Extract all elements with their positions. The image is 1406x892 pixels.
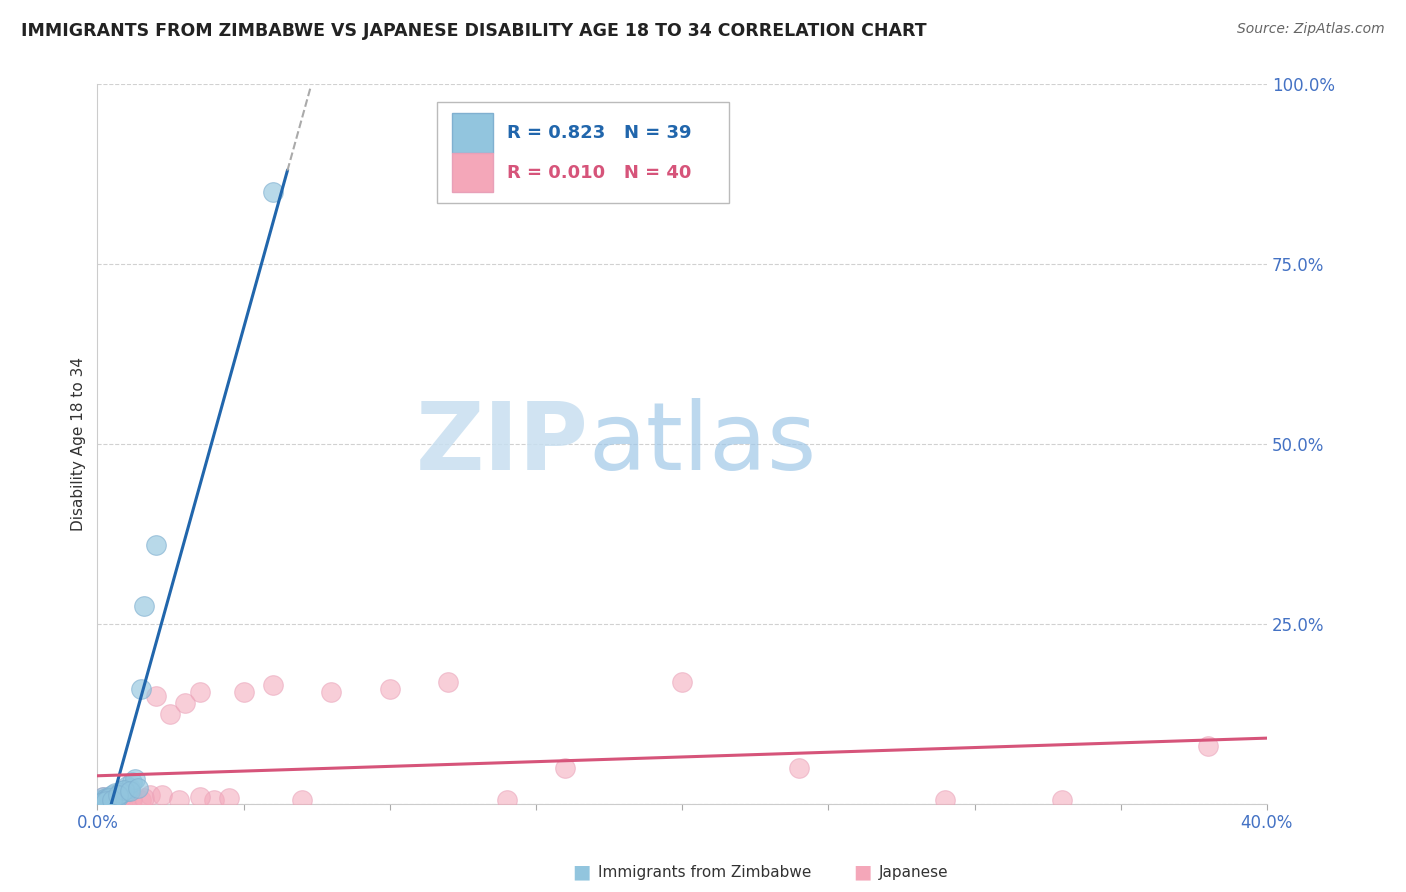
Point [94,793,117,807]
FancyBboxPatch shape [436,103,728,203]
Text: R = 0.823   N = 39: R = 0.823 N = 39 [506,124,692,142]
Point [107,791,129,805]
Point [188,789,211,804]
Point [104,792,127,806]
Point [134,599,156,613]
Point [671,674,693,689]
Point [91,793,114,807]
FancyBboxPatch shape [451,113,492,153]
Point [118,781,141,796]
Point [98,793,121,807]
Text: Source: ZipAtlas.com: Source: ZipAtlas.com [1237,22,1385,37]
Point [124,772,146,786]
Point [787,761,810,775]
Point [110,789,132,804]
Point [129,793,152,807]
Point [107,789,129,803]
Text: IMMIGRANTS FROM ZIMBABWE VS JAPANESE DISABILITY AGE 18 TO 34 CORRELATION CHART: IMMIGRANTS FROM ZIMBABWE VS JAPANESE DIS… [21,22,927,40]
Point [159,706,181,721]
Point [145,538,167,552]
Point [91,789,114,804]
Point [101,793,124,807]
Point [934,793,956,807]
Text: R = 0.010   N = 40: R = 0.010 N = 40 [506,163,692,182]
Text: Japanese: Japanese [879,865,949,880]
Point [104,786,127,800]
Point [139,789,162,803]
Text: ■: ■ [853,863,872,882]
Point [167,793,190,807]
Point [174,696,197,710]
Point [101,789,124,803]
Y-axis label: Disability Age 18 to 34: Disability Age 18 to 34 [72,357,86,532]
Point [150,789,173,803]
Text: Immigrants from Zimbabwe: Immigrants from Zimbabwe [598,865,811,880]
Point [98,789,121,804]
Point [437,674,460,689]
Point [107,789,129,804]
Point [94,794,117,808]
Point [104,789,127,804]
FancyBboxPatch shape [451,153,492,193]
Point [110,786,132,800]
Point [121,791,143,805]
Point [129,681,152,696]
Point [104,795,127,809]
Text: ZIP: ZIP [416,398,589,491]
Point [262,678,284,692]
Point [104,789,127,803]
Point [495,793,517,807]
Point [94,791,117,805]
Point [101,794,124,808]
Point [98,791,121,805]
Point [145,689,167,703]
Point [1197,739,1219,754]
Point [1050,793,1073,807]
Point [115,779,138,793]
Point [89,796,111,810]
Point [291,793,314,807]
Point [91,795,114,809]
Point [98,792,121,806]
Point [188,685,211,699]
Point [110,793,132,807]
Point [91,795,114,809]
Point [101,792,124,806]
Point [91,795,114,809]
Point [118,784,141,798]
Point [107,789,129,803]
Point [94,793,117,807]
Point [218,791,240,805]
Point [89,793,111,807]
Point [91,789,114,804]
Point [110,786,132,800]
Point [89,793,111,807]
Point [378,681,401,696]
Point [98,791,121,805]
Point [115,784,138,798]
Point [110,784,132,798]
Point [121,775,143,789]
Point [202,793,225,807]
Point [321,685,343,699]
Point [112,782,135,797]
Point [554,761,576,775]
Text: atlas: atlas [589,398,817,491]
Point [232,685,254,699]
Text: ■: ■ [572,863,591,882]
Point [134,791,156,805]
Point [94,793,117,807]
Point [262,186,284,200]
Point [127,781,149,796]
Point [115,789,138,804]
Point [112,782,135,797]
Point [121,793,143,807]
Point [101,791,124,805]
